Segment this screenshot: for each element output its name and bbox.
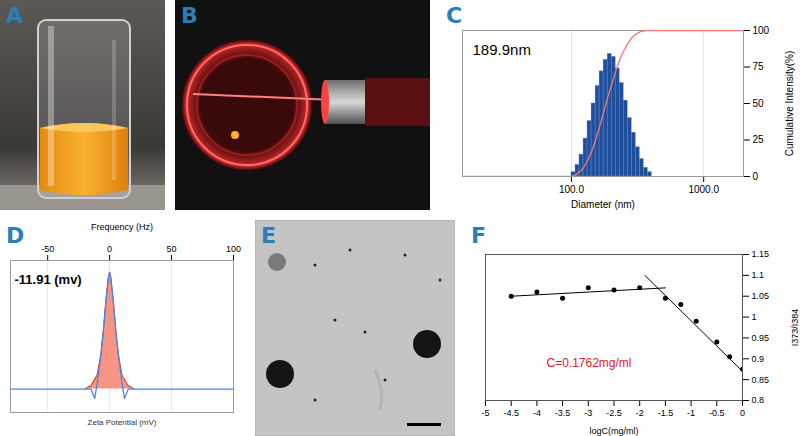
svg-text:-1: -1 bbox=[687, 408, 695, 418]
html-text:F: F bbox=[471, 223, 486, 248]
svg-text:0: 0 bbox=[753, 171, 759, 182]
svg-text:0.8: 0.8 bbox=[752, 395, 765, 405]
svg-text:0.95: 0.95 bbox=[752, 333, 770, 343]
svg-text:-5: -5 bbox=[481, 408, 489, 418]
svg-text:-2: -2 bbox=[636, 408, 644, 418]
svg-text:1.05: 1.05 bbox=[752, 291, 770, 301]
svg-text:50: 50 bbox=[167, 244, 177, 254]
svg-text:Frequency (Hz): Frequency (Hz) bbox=[91, 222, 153, 232]
svg-text:Diameter (nm): Diameter (nm) bbox=[571, 199, 635, 210]
html-text:C: C bbox=[446, 3, 463, 28]
html-text:D: D bbox=[6, 223, 25, 248]
svg-text:-50: -50 bbox=[41, 244, 54, 254]
svg-text:0.85: 0.85 bbox=[752, 375, 770, 385]
html-text:A: A bbox=[6, 3, 23, 28]
svg-text:-3: -3 bbox=[584, 408, 592, 418]
svg-text:-0.5: -0.5 bbox=[709, 408, 725, 418]
svg-text:1000.0: 1000.0 bbox=[688, 184, 719, 195]
svg-text:0: 0 bbox=[107, 244, 112, 254]
html-text:B: B bbox=[181, 3, 198, 28]
svg-text:1.15: 1.15 bbox=[752, 249, 770, 259]
svg-text:-4: -4 bbox=[533, 408, 541, 418]
svg-text:I373/I384: I373/I384 bbox=[790, 309, 800, 347]
svg-text:0.9: 0.9 bbox=[752, 354, 765, 364]
svg-text:25: 25 bbox=[753, 134, 765, 145]
svg-text:100.0: 100.0 bbox=[559, 184, 584, 195]
svg-text:logC(mg/ml): logC(mg/ml) bbox=[589, 426, 638, 436]
svg-text:1: 1 bbox=[752, 312, 757, 322]
svg-text:189.9nm: 189.9nm bbox=[473, 41, 531, 58]
svg-text:Zeta Potential (mV): Zeta Potential (mV) bbox=[88, 418, 157, 427]
svg-text:-4.5: -4.5 bbox=[503, 408, 519, 418]
svg-text:Cumulative Intensity(%): Cumulative Intensity(%) bbox=[784, 51, 795, 157]
html-text:E: E bbox=[261, 223, 276, 248]
svg-text:100: 100 bbox=[226, 244, 241, 254]
svg-text:50: 50 bbox=[753, 98, 765, 109]
svg-text:-11.91 (mv): -11.91 (mv) bbox=[15, 272, 82, 287]
svg-text:75: 75 bbox=[753, 61, 765, 72]
svg-text:-1.5: -1.5 bbox=[658, 408, 674, 418]
svg-text:0: 0 bbox=[740, 408, 745, 418]
svg-text:1.1: 1.1 bbox=[752, 270, 765, 280]
svg-text:-2.5: -2.5 bbox=[606, 408, 622, 418]
svg-text:100: 100 bbox=[753, 25, 770, 36]
svg-text:-3.5: -3.5 bbox=[555, 408, 571, 418]
svg-text:C=0.1762mg/ml: C=0.1762mg/ml bbox=[546, 356, 631, 370]
